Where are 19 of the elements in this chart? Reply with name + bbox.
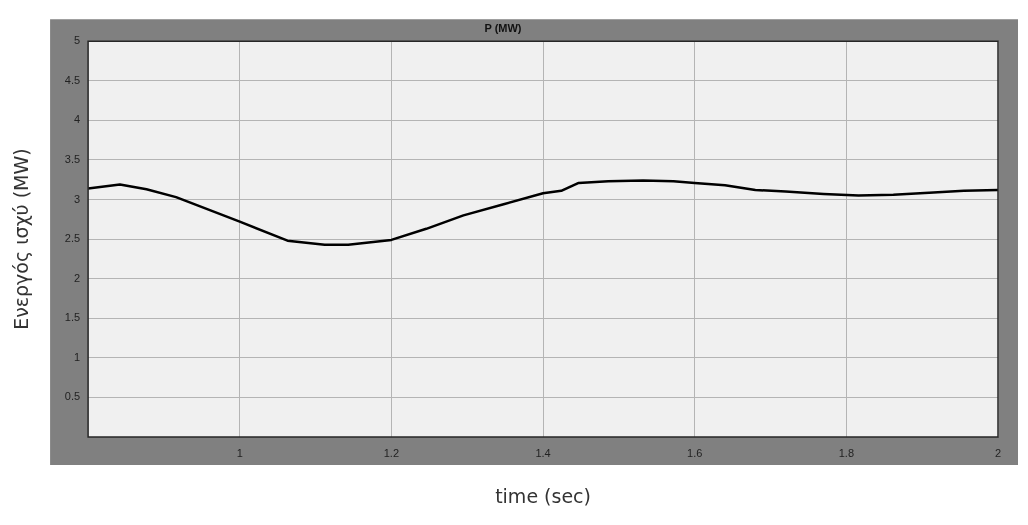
y-tick-label: 1.5 [64, 311, 81, 324]
x-tick-label: 1.8 [838, 446, 854, 459]
y-tick-label: 2 [73, 271, 81, 284]
x-tick-label: 1.6 [687, 446, 703, 459]
y-tick-label: 3 [73, 192, 81, 205]
x-tick-label: 2 [994, 446, 1002, 459]
x-tick-label: 1.4 [535, 446, 551, 459]
chart-title: P (MW) [484, 21, 522, 34]
y-tick-label: 2.5 [64, 232, 81, 245]
y-tick-label: 0.5 [64, 390, 81, 403]
y-axis-title: Ενεργός ισχύ (MW) [10, 148, 33, 330]
y-tick-label: 1 [73, 350, 81, 363]
y-tick-label: 5 [73, 34, 81, 47]
x-tick-label: 1 [236, 446, 243, 459]
y-tick-label: 4 [73, 113, 81, 126]
x-axis-title: time (sec) [495, 484, 591, 507]
y-tick-label: 3.5 [64, 152, 81, 165]
y-tick-label: 4.5 [64, 73, 81, 86]
x-tick-label: 1.2 [383, 446, 400, 459]
